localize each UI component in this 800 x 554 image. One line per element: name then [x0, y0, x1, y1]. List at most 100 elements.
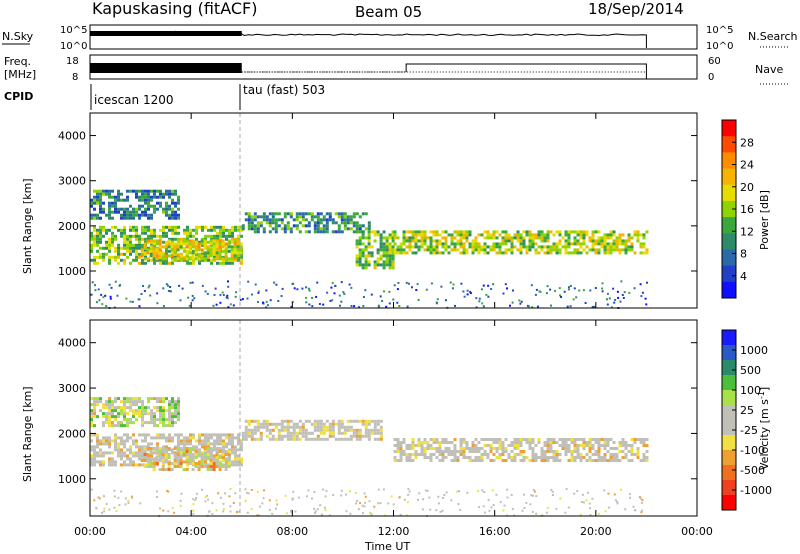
- echo-cell: [244, 500, 247, 502]
- echo-cell: [217, 492, 220, 495]
- echo-cell: [537, 456, 541, 459]
- colorbar-tick-label: 16: [740, 203, 754, 216]
- echo-cell: [459, 251, 463, 255]
- echo-cell: [144, 225, 147, 229]
- echo-cell: [268, 218, 272, 222]
- echo-cell: [276, 503, 278, 506]
- echo-cell: [396, 288, 399, 291]
- echo-cell: [237, 436, 240, 440]
- echo-cell: [135, 463, 138, 467]
- echo-cell: [90, 421, 93, 425]
- echo-cell: [96, 243, 99, 247]
- echo-cell: [382, 263, 386, 267]
- echo-cell: [370, 431, 374, 435]
- echo-cell: [450, 239, 454, 243]
- echo-cell: [358, 431, 362, 435]
- echo-cell: [104, 294, 107, 297]
- echo-cell: [444, 450, 448, 453]
- echo-cell: [641, 509, 644, 512]
- echo-cell: [543, 444, 547, 447]
- echo-cell: [99, 451, 102, 455]
- echo-cell: [200, 462, 204, 465]
- echo-cell: [337, 230, 341, 234]
- echo-cell: [167, 284, 169, 287]
- echo-cell: [256, 221, 260, 225]
- echo-cell: [153, 234, 156, 238]
- echo-cell: [93, 201, 96, 205]
- echo-cell: [382, 230, 386, 234]
- echo-cell: [167, 447, 171, 450]
- velocity-echoes: [90, 397, 649, 518]
- freq-trace: [89, 63, 647, 79]
- echo-cell: [159, 204, 162, 208]
- echo-cell: [203, 245, 207, 249]
- echo-cell: [618, 444, 622, 447]
- echo-cell: [174, 210, 177, 214]
- echo-cell: [177, 433, 180, 437]
- echo-cell: [225, 228, 228, 232]
- echo-cell: [144, 237, 147, 241]
- echo-cell: [90, 198, 93, 202]
- echo-cell: [132, 243, 135, 247]
- echo-cell: [349, 218, 353, 222]
- echo-cell: [108, 451, 111, 455]
- echo-cell: [138, 457, 141, 461]
- echo-cell: [316, 437, 320, 441]
- echo-cell: [147, 204, 150, 208]
- echo-cell: [441, 450, 445, 453]
- echo-cell: [456, 239, 460, 243]
- echo-cell: [340, 437, 344, 441]
- echo-cell: [355, 419, 359, 423]
- echo-cell: [179, 504, 182, 507]
- echo-cell: [504, 438, 508, 441]
- echo-cell: [185, 450, 189, 453]
- echo-cell: [534, 444, 538, 447]
- echo-cell: [138, 204, 141, 208]
- echo-cell: [120, 424, 123, 428]
- echo-cell: [633, 438, 637, 441]
- echo-cell: [322, 488, 324, 491]
- echo-cell: [180, 243, 183, 247]
- colorbar-segment: [722, 168, 736, 186]
- echo-cell: [228, 442, 231, 446]
- echo-cell: [396, 459, 400, 462]
- echo-cell: [265, 289, 268, 292]
- echo-cell: [316, 428, 320, 432]
- echo-cell: [111, 231, 114, 235]
- echo-cell: [203, 456, 207, 459]
- echo-cell: [135, 210, 138, 214]
- echo-cell: [495, 242, 499, 246]
- echo-cell: [501, 236, 505, 240]
- echo-cell: [171, 397, 174, 401]
- echo-cell: [567, 242, 571, 246]
- echo-cell: [117, 442, 120, 446]
- echo-cell: [108, 213, 111, 217]
- echo-cell: [120, 216, 123, 220]
- echo-cell: [143, 453, 147, 456]
- echo-cell: [129, 463, 132, 467]
- echo-cell: [259, 215, 263, 219]
- echo-cell: [459, 438, 463, 441]
- echo-cell: [117, 496, 120, 499]
- echo-cell: [308, 289, 311, 292]
- echo-cell: [603, 242, 607, 246]
- echo-cell: [189, 234, 192, 238]
- echo-cell: [457, 503, 460, 505]
- echo-cell: [319, 431, 323, 435]
- echo-cell: [286, 221, 290, 225]
- echo-cell: [346, 437, 350, 441]
- echo-cell: [483, 450, 487, 453]
- echo-cell: [477, 459, 481, 462]
- echo-cell: [210, 234, 213, 238]
- echo-cell: [167, 245, 171, 249]
- echo-cell: [167, 453, 171, 456]
- echo-cell: [319, 425, 323, 429]
- echo-cell: [564, 444, 568, 447]
- echo-cell: [468, 230, 472, 234]
- echo-cell: [349, 437, 353, 441]
- colorbar-segment: [722, 360, 736, 376]
- echo-cell: [540, 230, 544, 234]
- echo-cell: [198, 439, 201, 443]
- echo-cell: [200, 456, 204, 459]
